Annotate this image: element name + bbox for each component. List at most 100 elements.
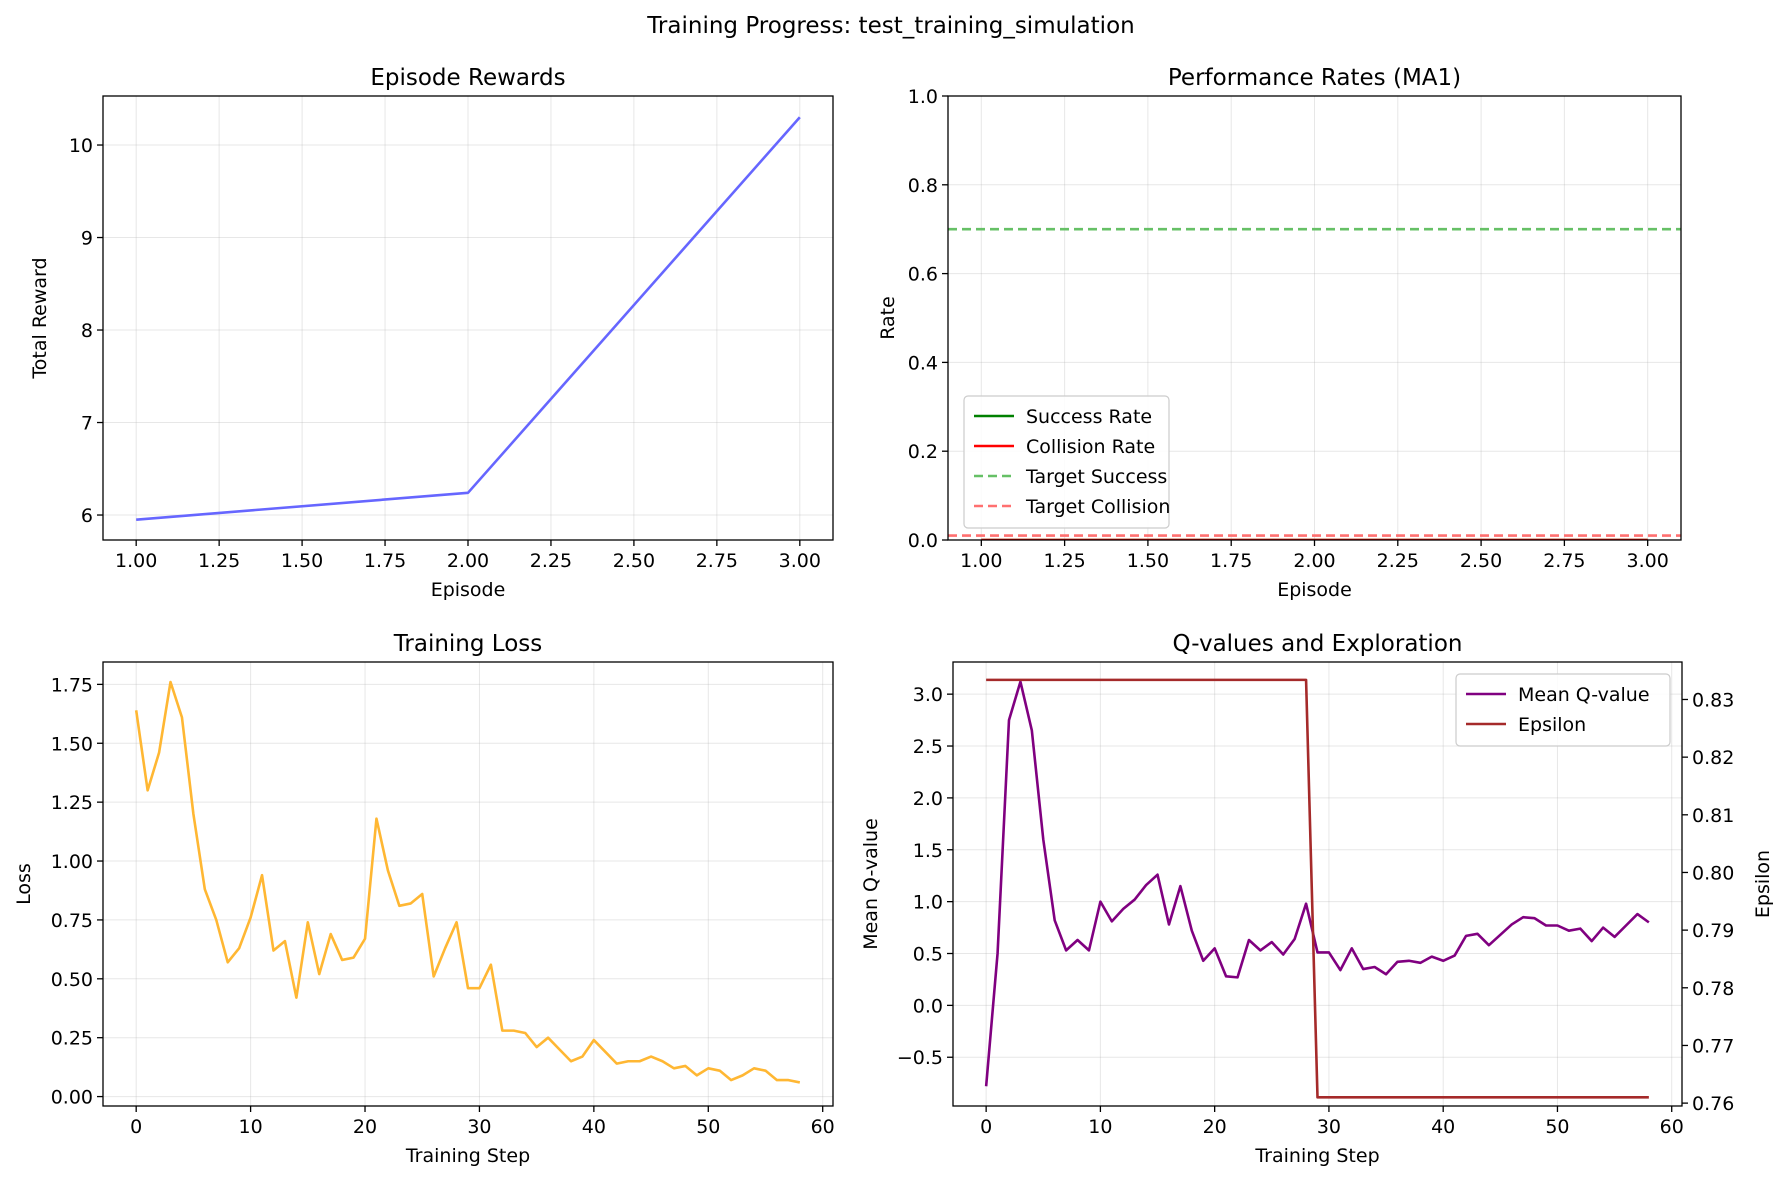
x-tick-label: 30	[467, 1116, 491, 1138]
y-tick-label: 0.50	[51, 969, 93, 991]
x-tick-label: 2.75	[696, 550, 738, 572]
y2-tick-label: 0.80	[1692, 862, 1734, 884]
legend-label: Epsilon	[1518, 714, 1586, 736]
x-tick-label: 40	[1431, 1116, 1455, 1138]
x-tick-label: 20	[353, 1116, 377, 1138]
legend-box	[963, 395, 1170, 529]
rates-title: Performance Rates (MA1)	[1168, 65, 1461, 91]
qvalues-title: Q-values and Exploration	[1173, 631, 1463, 657]
rewards-xlabel: Episode	[431, 579, 506, 601]
y-tick-label: 1.25	[51, 792, 93, 814]
legend-box	[1455, 673, 1671, 747]
loss-grid	[103, 662, 833, 1106]
y2-tick-label: 0.76	[1692, 1093, 1734, 1115]
y-tick-label: 0.75	[51, 910, 93, 932]
legend-label: Success Rate	[1026, 406, 1152, 428]
y2-tick-label: 0.77	[1692, 1035, 1734, 1057]
y-tick-label: 0.2	[908, 441, 938, 463]
x-tick-label: 2.50	[1460, 550, 1502, 572]
qvalues-series-line-1	[986, 678, 1649, 1099]
x-tick-label: 1.75	[1210, 550, 1252, 572]
loss-series-group	[134, 680, 801, 1084]
y-tick-label: 1.00	[51, 851, 93, 873]
loss-xlabel: Training Step	[405, 1145, 530, 1167]
y-tick-label: 9	[81, 228, 93, 250]
x-tick-label: 1.25	[198, 550, 240, 572]
qvalues-axes-frame	[952, 661, 1683, 1107]
rates-legend: Success Rate Collision Rate Target Success…	[963, 395, 1170, 529]
y-tick-label: 0.8	[908, 175, 938, 197]
x-tick-label: 2.00	[447, 550, 489, 572]
x-tick-label: 0	[980, 1116, 992, 1138]
x-tick-label: 10	[239, 1116, 263, 1138]
rewards-chart: 1.00 1.25 1.50 1.75 2.00 2.25 2.50 2.75 3.00 6 7 8 9…	[29, 65, 834, 601]
y-tick-label: 0.0	[913, 995, 943, 1017]
y-tick-label: 7	[81, 413, 93, 435]
y2-tick-label: 0.81	[1692, 805, 1734, 827]
qvalues-ylabel: Mean Q-value	[860, 818, 882, 950]
x-tick-label: 30	[1317, 1116, 1341, 1138]
qvalues-legend: Mean Q-value Epsilon	[1455, 673, 1671, 747]
legend-label: Collision Rate	[1026, 436, 1155, 458]
rewards-series-group	[136, 116, 801, 521]
loss-chart: 0 10 20 30 40 50 60 0.00 0.25 0.50 0.75 1.00 1.25 1.5…	[13, 631, 835, 1167]
x-tick-label: 1.00	[960, 550, 1002, 572]
x-tick-label: 20	[1203, 1116, 1227, 1138]
rates-chart: 1.00 1.25 1.50 1.75 2.00 2.25 2.50 2.75 3.00 0.0 0…	[877, 65, 1682, 601]
rewards-ylabel: Total Reward	[29, 257, 51, 379]
legend-label: Target Collision	[1025, 496, 1170, 518]
x-tick-label: 0	[130, 1116, 142, 1138]
rewards-grid	[103, 96, 833, 540]
x-tick-label: 2.50	[613, 550, 655, 572]
x-tick-label: 3.00	[779, 550, 821, 572]
qvalues-chart: 0 10 20 30 40 50 60 −0.5 0.0 0.5 1.0 1.5 2.0 2.5 3.0 0.…	[860, 631, 1774, 1167]
y-tick-label: 2.5	[913, 736, 943, 758]
x-tick-label: 1.75	[364, 550, 406, 572]
qvalues-xlabel: Training Step	[1254, 1145, 1379, 1167]
x-tick-label: 10	[1088, 1116, 1112, 1138]
rewards-series-line-0	[136, 116, 801, 521]
y-tick-label: −0.5	[897, 1047, 943, 1069]
x-tick-label: 40	[582, 1116, 606, 1138]
y2-tick-label: 0.78	[1692, 978, 1734, 1000]
x-tick-label: 1.00	[115, 550, 157, 572]
y-tick-label: 0.25	[51, 1028, 93, 1050]
y-tick-label: 0.00	[51, 1087, 93, 1109]
y-tick-label: 1.0	[913, 892, 943, 914]
rates-series-group	[948, 227, 1681, 540]
qvalues-series-group	[984, 678, 1650, 1099]
y-tick-label: 1.75	[51, 674, 93, 696]
qvalues-y2label: Epsilon	[1752, 850, 1774, 918]
y-tick-label: 1.50	[51, 733, 93, 755]
loss-axes-frame	[102, 661, 834, 1107]
y-tick-label: 0.5	[913, 944, 943, 966]
legend-label: Target Success	[1025, 466, 1167, 488]
y-tick-label: 3.0	[913, 684, 943, 706]
y-tick-label: 10	[69, 135, 93, 157]
y-tick-label: 8	[81, 320, 93, 342]
rates-xlabel: Episode	[1277, 579, 1352, 601]
x-tick-label: 3.00	[1627, 550, 1669, 572]
x-tick-label: 2.75	[1543, 550, 1585, 572]
y-tick-label: 0.6	[908, 264, 938, 286]
y-tick-label: 0.4	[908, 352, 938, 374]
loss-title: Training Loss	[393, 631, 543, 657]
y-tick-label: 1.5	[913, 840, 943, 862]
y-tick-label: 2.0	[913, 788, 943, 810]
x-tick-label: 60	[1660, 1116, 1684, 1138]
rates-ylabel: Rate	[877, 296, 899, 340]
x-tick-label: 1.50	[281, 550, 323, 572]
y-tick-label: 1.0	[908, 86, 938, 108]
y2-tick-label: 0.82	[1692, 747, 1734, 769]
y2-tick-label: 0.83	[1692, 689, 1734, 711]
y-tick-label: 0.0	[908, 530, 938, 552]
x-tick-label: 50	[696, 1116, 720, 1138]
loss-series-line-0	[134, 680, 801, 1084]
y2-tick-label: 0.79	[1692, 920, 1734, 942]
x-tick-label: 1.50	[1127, 550, 1169, 572]
loss-ylabel: Loss	[13, 863, 35, 905]
x-tick-label: 1.25	[1043, 550, 1085, 572]
x-tick-label: 50	[1545, 1116, 1569, 1138]
figure-title: Training Progress: test_training_simulat…	[646, 13, 1134, 39]
